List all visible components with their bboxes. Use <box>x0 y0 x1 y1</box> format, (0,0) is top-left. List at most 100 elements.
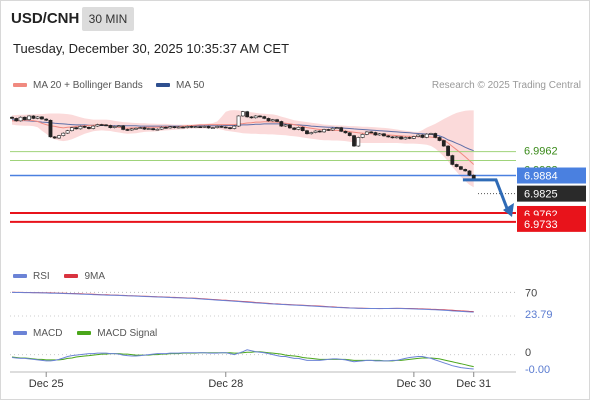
candle-body <box>266 118 271 122</box>
candle-body <box>202 126 207 128</box>
candle-body <box>134 127 138 130</box>
candle-body <box>10 116 14 119</box>
candle-body <box>317 130 322 133</box>
support-2-label-bg <box>517 215 586 232</box>
candle-body <box>386 135 391 138</box>
ma20-swatch <box>13 83 27 88</box>
candle-body <box>87 127 91 129</box>
candle-body <box>172 126 177 129</box>
candle-body <box>129 128 134 131</box>
candle-body <box>343 131 348 134</box>
rsi-ma-swatch <box>64 274 79 279</box>
candle-body <box>411 136 416 139</box>
macd-swatch <box>13 331 27 336</box>
candle-body <box>441 140 446 147</box>
candle-body <box>198 126 203 129</box>
candle-body <box>450 155 455 165</box>
candle-body <box>138 127 143 129</box>
macd-value-label: -0.00 <box>525 364 550 376</box>
candle-body <box>258 115 262 118</box>
x-tick-label: Dec 30 <box>396 378 431 390</box>
candle-body <box>65 130 70 134</box>
candle-body <box>326 129 331 131</box>
candle-body <box>159 127 164 130</box>
pivot-label: 6.9884 <box>524 171 558 183</box>
candle-body <box>78 126 83 130</box>
candle-body <box>236 115 241 127</box>
candle-body <box>390 136 395 139</box>
candle-body <box>309 132 314 135</box>
candle-body <box>313 130 318 133</box>
candle-body <box>330 127 335 131</box>
candle-body <box>382 133 386 137</box>
candle-body <box>206 126 211 129</box>
candle-body <box>270 119 275 122</box>
candle-body <box>211 127 215 129</box>
x-tick-label: Dec 31 <box>456 378 491 390</box>
candle-body <box>181 126 185 129</box>
candle-body <box>364 131 369 135</box>
rsi-line <box>11 291 474 313</box>
candle-body <box>360 134 365 138</box>
rsi-level-label: 70 <box>525 287 537 299</box>
candle-body <box>219 126 224 128</box>
candle-body <box>458 166 463 170</box>
candle-body <box>347 132 352 136</box>
candle-body <box>22 116 27 120</box>
candle-body <box>356 137 361 147</box>
candle-body <box>228 127 232 129</box>
ma50-swatch <box>156 83 170 88</box>
candle-body <box>446 145 450 156</box>
candle-body <box>168 126 173 129</box>
candle-body <box>463 169 468 172</box>
macd-line <box>11 349 474 370</box>
candle-body <box>403 137 408 140</box>
legend-rsi: RSI 9MA <box>13 271 105 282</box>
symbol-title: USD/CNH <box>11 10 80 27</box>
candle-body <box>339 127 344 132</box>
last-label: 6.9825 <box>524 189 558 201</box>
candle-body <box>296 127 301 130</box>
legend-ma20-bb: MA 20 + Bollinger Bands <box>13 80 143 91</box>
macd-signal-swatch <box>77 331 92 336</box>
candle-body <box>429 133 433 135</box>
candle-body <box>292 127 297 130</box>
last-label-bg <box>517 185 586 202</box>
legend-ma50: MA 50 <box>156 80 204 91</box>
projection-arrow <box>462 178 510 212</box>
candle-body <box>373 132 378 136</box>
ma20-line <box>12 119 475 165</box>
candle-body <box>394 136 399 139</box>
candle-body <box>151 128 155 131</box>
legend-rsi-ma-label: 9MA <box>84 271 106 282</box>
candle-body <box>40 116 44 120</box>
candle-body <box>125 129 130 131</box>
candle-body <box>31 115 36 119</box>
rsi-value-label: 23.79 <box>525 309 553 321</box>
candle-body <box>108 125 113 128</box>
legend-ma50-label: MA 50 <box>176 80 205 91</box>
candle-body <box>57 135 61 139</box>
candle-body <box>164 127 168 129</box>
resistance-2-label: 6.9962 <box>524 146 558 158</box>
candle-body <box>275 119 279 122</box>
candle-body <box>305 130 309 135</box>
candle-body <box>52 136 57 139</box>
legend-macd: MACD MACD Signal <box>13 328 157 339</box>
candle-body <box>112 126 117 128</box>
candle-body <box>335 127 339 129</box>
candle-body <box>35 116 40 119</box>
candle-body <box>69 127 74 131</box>
candle-body <box>287 124 292 129</box>
chart-datetime: Tuesday, December 30, 2025 10:35:37 AM C… <box>13 41 290 56</box>
candle-body <box>467 170 472 176</box>
candle-body <box>99 124 104 126</box>
candle-body <box>223 126 228 129</box>
candle-body <box>82 126 87 128</box>
candle-body <box>262 116 267 119</box>
timeframe-button[interactable]: 30 MIN <box>82 7 134 31</box>
projection-arrowhead <box>503 202 514 217</box>
candle-body <box>61 132 66 136</box>
candle-body <box>215 126 220 128</box>
